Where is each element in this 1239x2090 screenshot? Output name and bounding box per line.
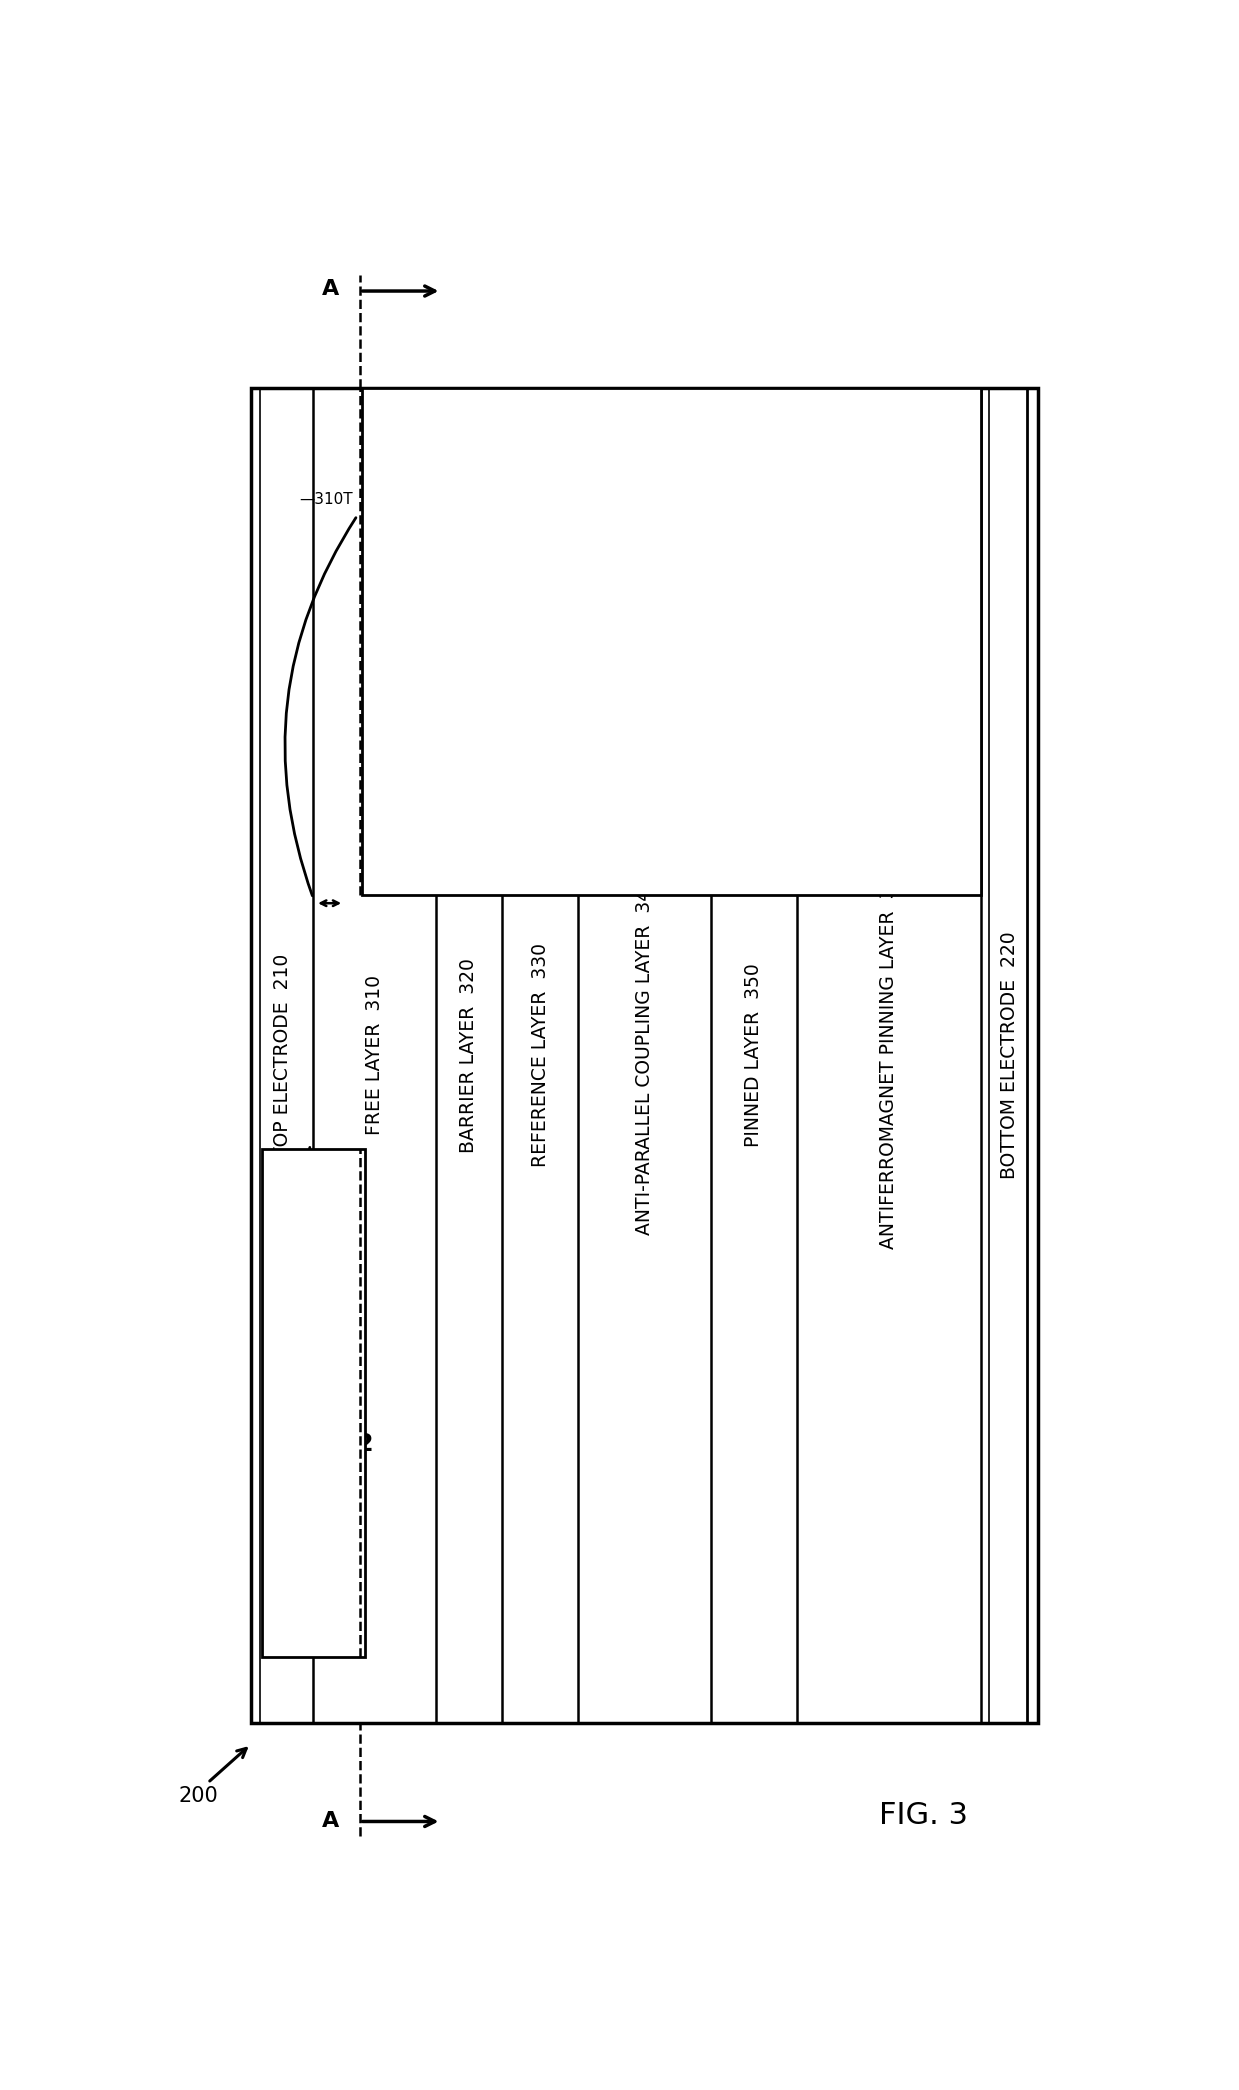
Text: ANTIFERROMAGNET PINNING LAYER  360: ANTIFERROMAGNET PINNING LAYER 360 xyxy=(880,863,898,1248)
Text: 380: 380 xyxy=(328,1241,361,1260)
Text: REFERENCE LAYER  330: REFERENCE LAYER 330 xyxy=(530,943,550,1168)
Text: A: A xyxy=(322,280,339,299)
Text: A: A xyxy=(322,1812,339,1831)
Text: FREE LAYER  310: FREE LAYER 310 xyxy=(366,976,384,1135)
Text: BARRIER LAYER  320: BARRIER LAYER 320 xyxy=(460,957,478,1154)
Text: —310T: —310T xyxy=(299,491,353,506)
Text: HB  302: HB 302 xyxy=(617,654,726,679)
Text: TOP ELECTRODE  210: TOP ELECTRODE 210 xyxy=(273,953,291,1158)
Bar xyxy=(362,387,981,895)
Bar xyxy=(250,387,1038,1724)
Text: PINNED LAYER  350: PINNED LAYER 350 xyxy=(745,963,763,1147)
Text: HB  302: HB 302 xyxy=(264,1432,373,1457)
Text: 200: 200 xyxy=(178,1785,218,1806)
Bar xyxy=(263,1150,364,1657)
Text: ANTI-PARALLEL COUPLING LAYER  340: ANTI-PARALLEL COUPLING LAYER 340 xyxy=(634,876,654,1235)
Text: FIG. 3: FIG. 3 xyxy=(878,1802,968,1829)
Text: BOTTOM ELECTRODE  220: BOTTOM ELECTRODE 220 xyxy=(1000,932,1018,1179)
